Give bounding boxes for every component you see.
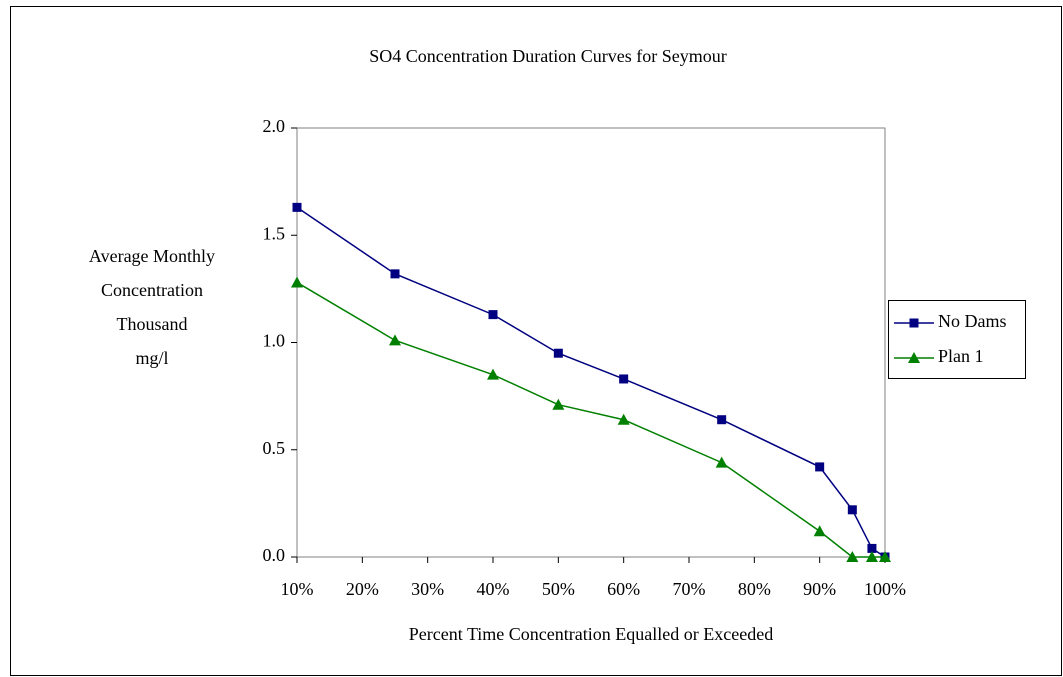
data-point	[292, 202, 302, 212]
data-point	[813, 525, 826, 537]
data-point	[291, 276, 303, 288]
x-tick-label: 80%	[738, 579, 771, 599]
x-axis-label: Percent Time Concentration Equalled or E…	[409, 624, 773, 644]
data-point	[487, 368, 499, 380]
data-point	[390, 269, 400, 279]
legend-label: Plan 1	[938, 346, 984, 366]
x-tick-label: 40%	[477, 579, 510, 599]
data-point	[715, 456, 728, 468]
y-tick-label: 1.5	[263, 223, 286, 243]
y-axis-label: Average Monthly	[89, 246, 215, 266]
data-point	[847, 505, 857, 515]
data-point	[717, 415, 727, 425]
y-axis-label: Concentration	[101, 280, 203, 300]
plot-area	[296, 127, 886, 558]
y-tick-label: 0.5	[263, 438, 286, 458]
y-tick-label: 2.0	[263, 116, 286, 136]
data-point	[846, 551, 859, 562]
y-tick-label: 1.0	[263, 331, 286, 351]
series-line	[296, 281, 885, 558]
data-point	[619, 374, 629, 384]
x-tick-label: 30%	[411, 579, 444, 599]
y-axis-label: Thousand	[117, 314, 188, 334]
x-tick-label: 50%	[542, 579, 575, 599]
legend-marker	[909, 318, 919, 328]
data-point	[552, 398, 565, 410]
legend	[888, 300, 1026, 379]
x-tick-label: 20%	[346, 579, 379, 599]
data-point	[815, 462, 825, 472]
data-point	[488, 310, 498, 320]
data-point	[617, 413, 630, 425]
data-point	[553, 348, 563, 358]
chart-title: SO4 Concentration Duration Curves for Se…	[369, 46, 726, 66]
data-point	[879, 551, 891, 562]
legend-label: No Dams	[938, 311, 1007, 331]
data-point	[389, 334, 401, 346]
data-point	[867, 543, 877, 553]
legend-marker	[908, 352, 920, 363]
series-line	[296, 206, 886, 558]
x-tick-label: 60%	[607, 579, 640, 599]
data-point	[865, 551, 878, 562]
y-tick-label: 0.0	[263, 545, 286, 565]
y-axis-label: mg/l	[135, 348, 168, 368]
x-tick-label: 90%	[803, 579, 836, 599]
x-tick-label: 70%	[673, 579, 706, 599]
x-tick-label: 10%	[281, 579, 314, 599]
x-tick-label: 100%	[864, 579, 906, 599]
